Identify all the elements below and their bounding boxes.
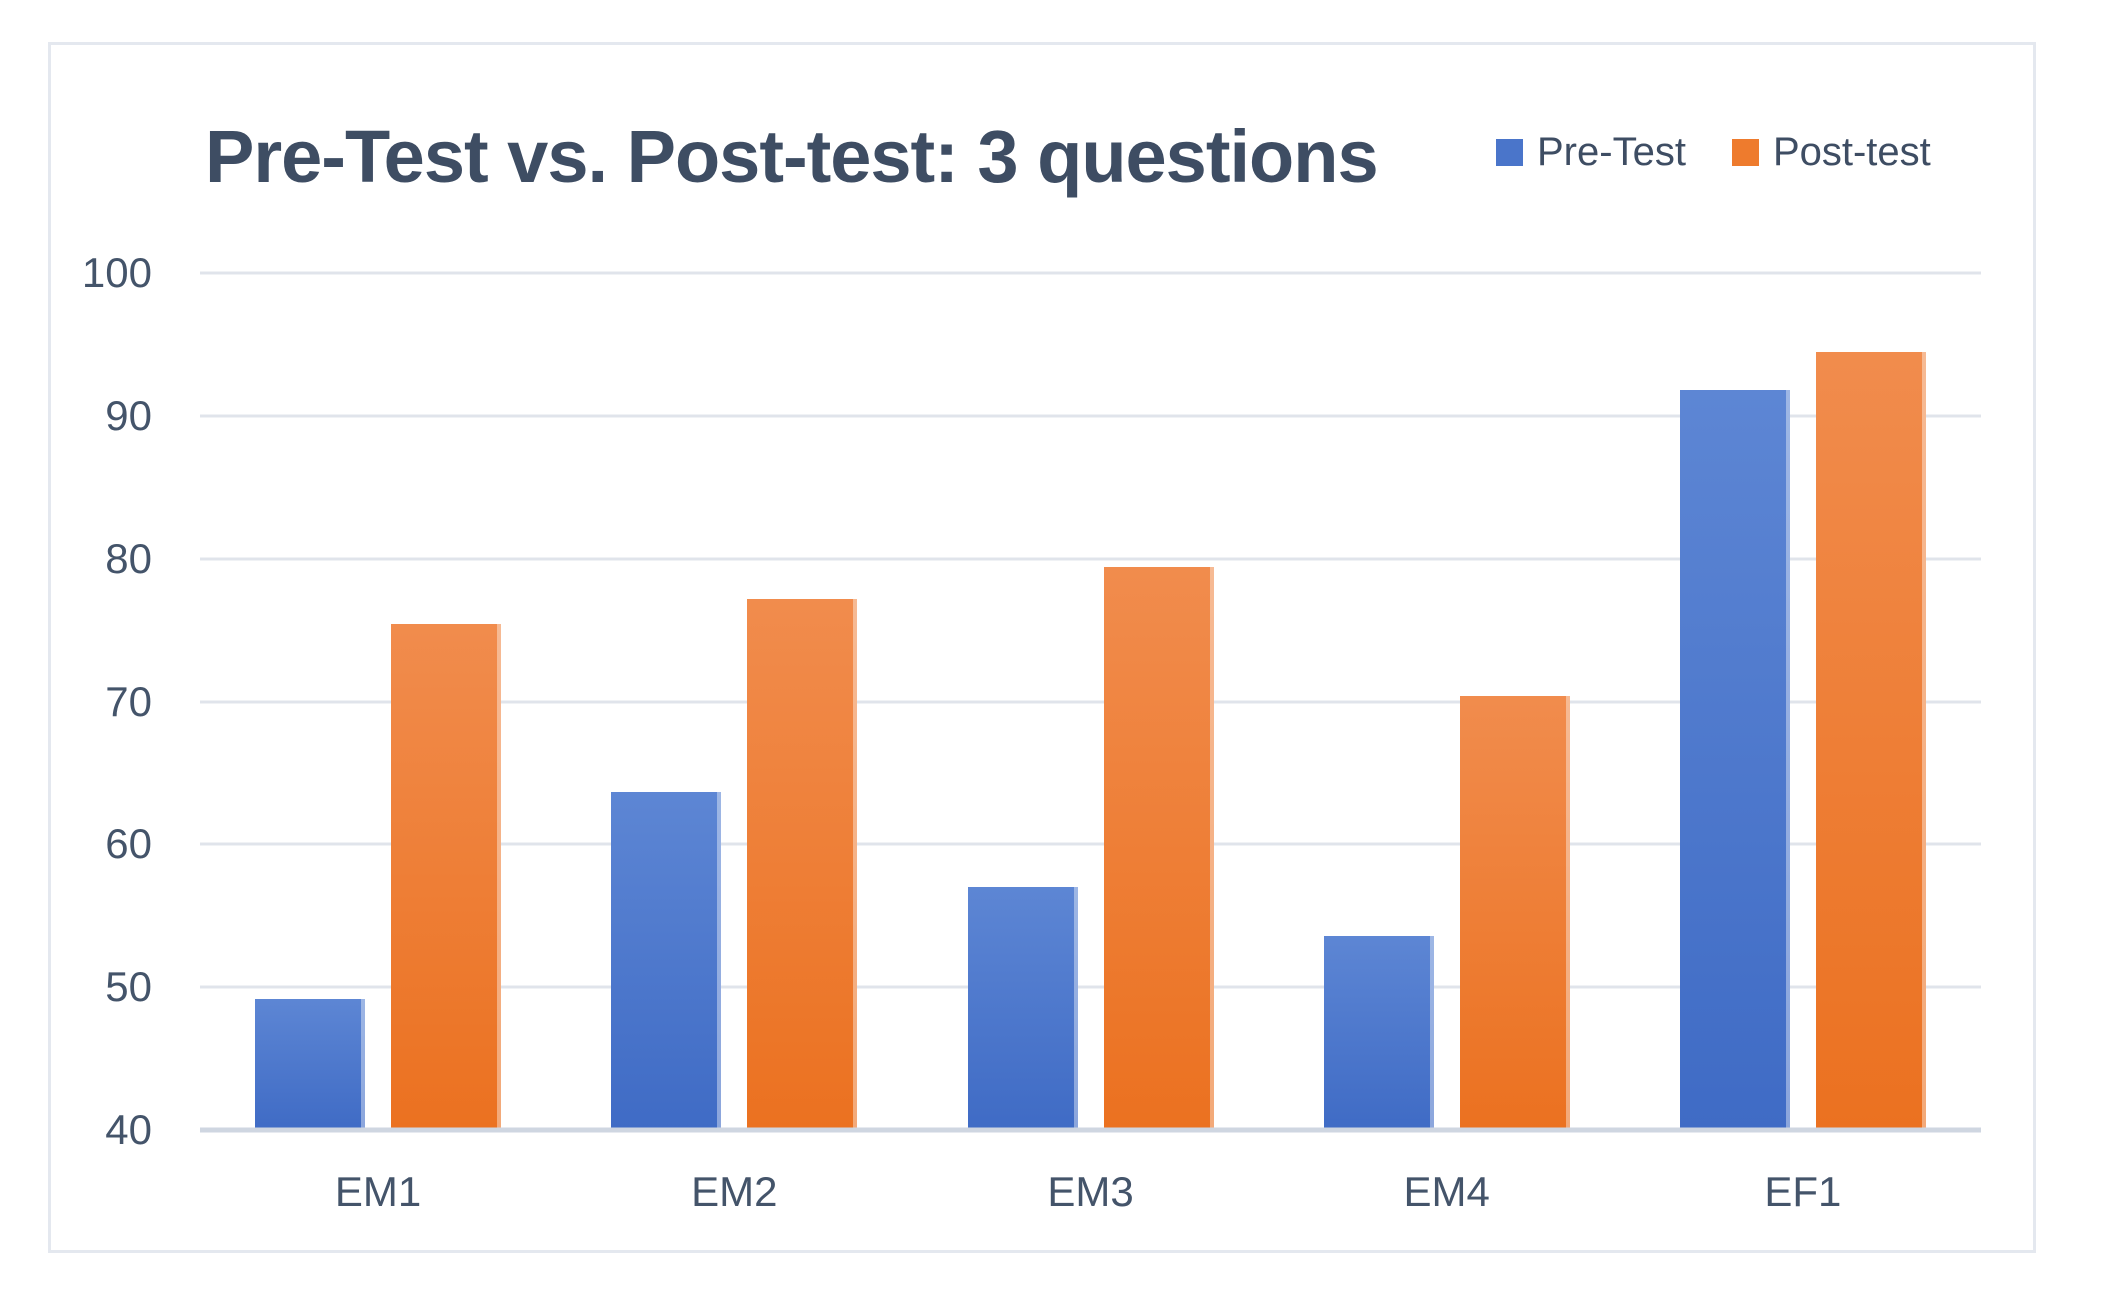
x-axis-baseline bbox=[200, 1127, 1981, 1133]
legend-label-post-test: Post-test bbox=[1772, 130, 1931, 174]
gridline-y-80 bbox=[200, 557, 1981, 561]
chart-legend: Pre-Test Post-test bbox=[1496, 130, 1931, 175]
legend-swatch-pre-test bbox=[1496, 139, 1523, 166]
y-tick-label-90: 90 bbox=[105, 391, 152, 439]
gridline-y-100 bbox=[200, 271, 1981, 275]
bar-pre-test-em3 bbox=[967, 887, 1078, 1130]
legend-label-pre-test: Pre-Test bbox=[1537, 130, 1686, 174]
bar-pre-test-em4 bbox=[1323, 935, 1434, 1130]
chart-title: Pre-Test vs. Post-test: 3 questions bbox=[205, 115, 1379, 198]
y-tick-label-40: 40 bbox=[105, 1106, 152, 1153]
bar-pre-test-em2 bbox=[611, 791, 722, 1130]
x-category-label-em1: EM1 bbox=[334, 1168, 422, 1215]
y-axis-tick-labels: 100 90 80 70 60 50 40 bbox=[40, 249, 152, 1153]
legend-item-pre-test: Pre-Test bbox=[1496, 130, 1686, 175]
gridline-y-50 bbox=[200, 985, 1981, 989]
y-tick-label-70: 70 bbox=[105, 677, 152, 725]
x-category-label-em2: EM2 bbox=[691, 1168, 778, 1215]
y-tick-label-60: 60 bbox=[105, 820, 152, 868]
y-tick-label-100: 100 bbox=[81, 249, 152, 296]
gridline-y-90 bbox=[200, 414, 1981, 418]
bar-pre-test-em1 bbox=[255, 998, 366, 1130]
x-category-label-em3: EM3 bbox=[1047, 1168, 1134, 1215]
gridline-y-70 bbox=[200, 700, 1981, 703]
bar-post-test-ef1 bbox=[1815, 351, 1926, 1130]
y-tick-label-50: 50 bbox=[105, 963, 152, 1011]
legend-item-post-test: Post-test bbox=[1731, 130, 1931, 175]
bar-post-test-em2 bbox=[747, 598, 858, 1130]
bar-post-test-em1 bbox=[391, 624, 502, 1130]
bar-post-test-em4 bbox=[1459, 695, 1570, 1130]
x-category-label-ef1: EF1 bbox=[1764, 1168, 1842, 1215]
y-tick-label-80: 80 bbox=[105, 534, 152, 582]
x-axis-category-labels: EM1 EM2 EM3 EM4 EF1 bbox=[200, 1168, 1981, 1228]
gridline-y-60 bbox=[200, 842, 1981, 846]
x-category-label-em4: EM4 bbox=[1403, 1168, 1490, 1215]
bar-post-test-em3 bbox=[1103, 567, 1214, 1130]
plot-area bbox=[200, 271, 1981, 1133]
bar-pre-test-ef1 bbox=[1679, 390, 1790, 1130]
legend-swatch-post-test bbox=[1731, 139, 1759, 166]
